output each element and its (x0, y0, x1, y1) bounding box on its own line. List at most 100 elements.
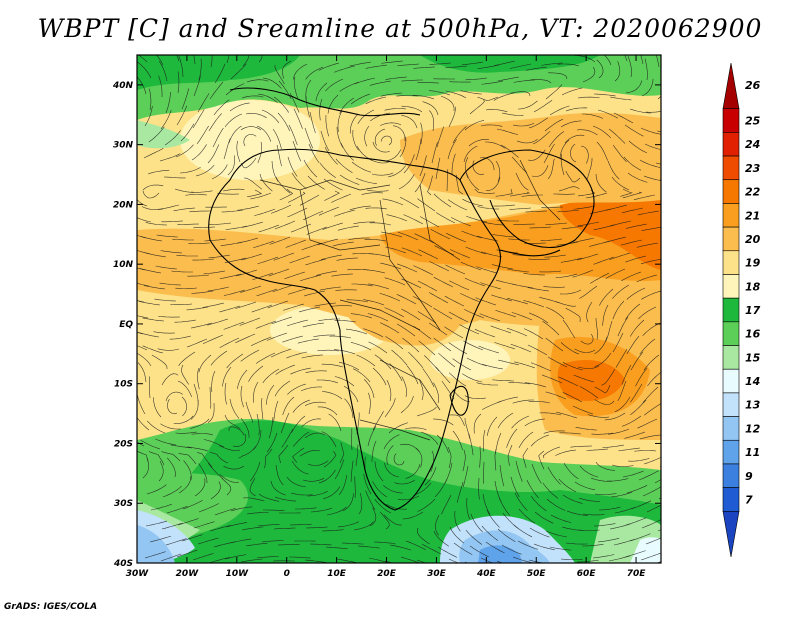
streamline (300, 386, 323, 392)
streamline (541, 206, 564, 208)
streamline (301, 242, 323, 251)
streamline (339, 174, 360, 185)
streamline (492, 234, 515, 238)
streamline (579, 386, 599, 399)
streamline (396, 323, 416, 337)
streamline (610, 492, 633, 498)
streamline (611, 176, 630, 191)
streamline (374, 354, 392, 370)
streamlines (137, 55, 661, 563)
streamline (319, 286, 342, 291)
streamline (266, 432, 278, 453)
streamline (469, 545, 489, 558)
streamline (630, 500, 652, 510)
country-borders (259, 159, 561, 441)
streamline (363, 269, 386, 274)
streamline (464, 417, 471, 440)
streamline (148, 451, 165, 466)
streamline (526, 479, 539, 499)
streamline (285, 239, 307, 248)
streamline (226, 55, 230, 64)
streamline (288, 124, 298, 146)
streamline (137, 300, 145, 303)
streamline (228, 125, 242, 144)
streamline (371, 440, 377, 462)
streamline (334, 65, 356, 73)
streamline (460, 293, 481, 303)
streamline (365, 490, 376, 511)
streamline (161, 373, 179, 386)
streamline (142, 190, 160, 199)
streamline (225, 225, 248, 230)
streamline (470, 513, 483, 533)
streamline (190, 190, 213, 193)
colorbar-swatch (722, 274, 740, 299)
lat-label: 40N (112, 81, 134, 91)
streamline (497, 359, 520, 366)
streamline (371, 172, 394, 176)
streamline (462, 373, 483, 383)
streamline (527, 287, 550, 292)
streamline (368, 341, 388, 354)
streamline (245, 401, 254, 423)
streamline (606, 478, 629, 482)
streamline (321, 529, 344, 532)
streamline (430, 229, 451, 240)
streamline (530, 362, 552, 372)
streamline (355, 177, 377, 184)
streamline (638, 470, 659, 481)
streamline (350, 342, 372, 351)
streamline (490, 325, 512, 334)
streamline (337, 110, 343, 132)
streamline (384, 398, 396, 418)
streamline (447, 139, 457, 160)
streamline (400, 395, 414, 414)
streamline (217, 193, 240, 195)
streamline (280, 412, 290, 434)
streamline (579, 285, 598, 299)
streamline (486, 509, 500, 528)
streamline (153, 397, 162, 418)
streamline (357, 545, 380, 549)
streamline (221, 478, 232, 496)
streamline (613, 112, 634, 124)
streamline (466, 172, 480, 191)
streamline (289, 556, 311, 559)
streamline (413, 482, 432, 496)
streamline (606, 204, 628, 211)
lat-label: 40S (113, 559, 133, 569)
streamline (186, 446, 209, 452)
streamline (295, 507, 317, 510)
streamline (548, 131, 565, 148)
colorbar-swatch (722, 416, 740, 441)
streamline (421, 543, 442, 555)
streamline (517, 540, 538, 550)
streamline (282, 335, 304, 343)
streamline (515, 460, 523, 482)
streamline (556, 411, 578, 419)
streamline (544, 118, 564, 132)
streamline (315, 82, 328, 101)
streamline (379, 511, 390, 530)
streamline (464, 277, 486, 287)
streamline (137, 332, 144, 335)
streamline (531, 165, 549, 177)
streamline (241, 95, 264, 99)
streamline (189, 210, 211, 213)
streamline (274, 65, 285, 85)
streamline (627, 55, 632, 78)
streamline (265, 384, 275, 405)
streamline (416, 527, 430, 545)
streamline (142, 317, 165, 322)
streamline (219, 273, 242, 279)
streamline (401, 376, 407, 398)
streamline (303, 210, 324, 221)
streamline (401, 105, 423, 113)
streamline (431, 142, 438, 164)
colorbar-swatch (722, 368, 740, 394)
streamline (242, 55, 250, 67)
streamline (500, 144, 519, 158)
streamline (468, 139, 489, 147)
streamline (555, 273, 578, 278)
streamline (318, 62, 340, 71)
